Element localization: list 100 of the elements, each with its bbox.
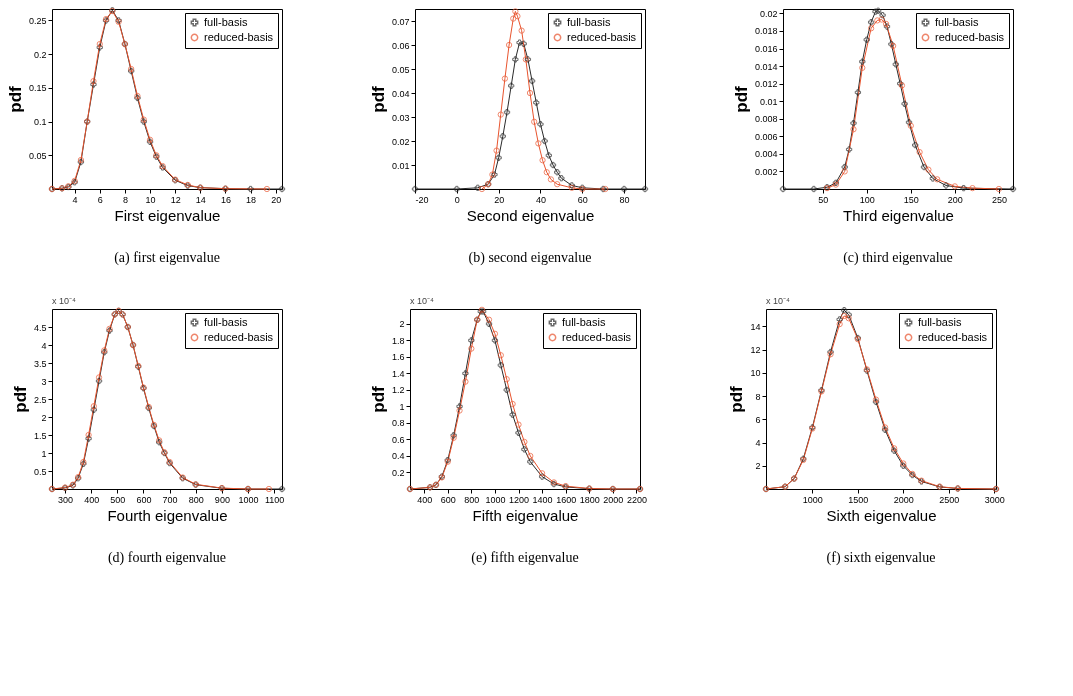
y-tick-label: 1.2 <box>391 385 405 396</box>
y-tick-label: 0.008 <box>754 114 778 125</box>
point <box>620 185 628 193</box>
y-tick-label: 0.016 <box>754 44 778 55</box>
y-tick-label: 6 <box>755 414 761 425</box>
point <box>539 157 546 164</box>
x-tick-label: 20 <box>494 194 505 205</box>
y-tick-label: 14 <box>750 321 761 332</box>
y-tick-label: 0.012 <box>754 79 778 90</box>
y-tick-label: 1 <box>41 448 47 459</box>
legend-label: full-basis <box>935 15 979 28</box>
x-tick-label: 150 <box>903 194 919 205</box>
point <box>497 362 504 369</box>
text: (c) third eigenvalue <box>843 250 953 266</box>
point <box>779 185 787 193</box>
point <box>95 374 103 381</box>
point <box>278 185 286 193</box>
point <box>505 41 513 49</box>
point <box>541 137 548 145</box>
point <box>549 161 557 169</box>
point <box>503 376 510 383</box>
y-tick-label: 2 <box>755 461 761 472</box>
y-tick-label: 0.2 <box>391 467 405 478</box>
point <box>545 152 552 159</box>
point <box>526 89 534 97</box>
point <box>841 168 848 175</box>
legend-label: full-basis <box>567 15 611 28</box>
y-tick-label: 0.25 <box>28 15 47 26</box>
text: x 10⁻⁴ <box>766 296 791 306</box>
x-tick-label: 40 <box>535 194 546 205</box>
y-tick-label: 0.02 <box>391 136 410 147</box>
legend-label: reduced-basis <box>204 330 274 343</box>
point <box>85 431 92 439</box>
point <box>836 316 843 323</box>
y-tick-label: 0.01 <box>759 96 778 107</box>
x-tick-label: 1600 <box>556 494 577 505</box>
y-tick-label: 0.5 <box>33 466 47 477</box>
point <box>810 185 817 193</box>
point <box>495 154 502 161</box>
y-tick-label: 3.5 <box>33 358 47 369</box>
point <box>468 337 475 344</box>
point <box>531 118 538 125</box>
point <box>892 61 899 68</box>
y-tick-label: 2 <box>399 319 405 330</box>
x-tick-label: 900 <box>214 494 230 505</box>
point <box>912 141 919 149</box>
point <box>503 109 511 116</box>
x-axis-title: First eigenvalue <box>114 206 221 224</box>
y-tick-label: 0.4 <box>391 451 405 462</box>
text: (b) second eigenvalue <box>468 250 592 266</box>
point <box>528 77 536 85</box>
y-tick-label: 0.018 <box>754 26 778 37</box>
point <box>278 485 286 493</box>
y-tick-label: 1.4 <box>391 368 405 379</box>
text: (d) fourth eigenvalue <box>107 550 227 566</box>
point <box>942 182 950 189</box>
y-tick-label: 0.05 <box>391 64 410 75</box>
legend-label: reduced-basis <box>935 30 1005 43</box>
point <box>96 44 103 51</box>
point <box>501 75 509 82</box>
y-tick-label: 0.06 <box>391 40 410 51</box>
x-axis-title: Fourth eigenvalue <box>107 506 228 524</box>
point <box>527 458 534 465</box>
point <box>514 13 521 20</box>
x-tick-label: 250 <box>991 194 1007 205</box>
y-tick-label: 1.5 <box>33 430 47 441</box>
point <box>901 100 908 107</box>
x-tick-label: 8 <box>122 194 128 205</box>
x-tick-label: 300 <box>58 494 74 505</box>
x-tick-label: 1400 <box>532 494 553 505</box>
y-axis-title: pdf <box>5 85 25 113</box>
point <box>960 184 967 192</box>
point <box>503 386 510 394</box>
legend-label: reduced-basis <box>204 30 274 43</box>
point <box>456 403 463 410</box>
point <box>969 184 976 192</box>
point <box>96 40 103 48</box>
point <box>497 352 504 359</box>
point <box>1009 185 1017 193</box>
point <box>850 120 857 127</box>
y-tick-label: 0.014 <box>754 61 778 72</box>
y-tick-label: 0.004 <box>754 149 778 160</box>
x-tick-label: 1500 <box>848 494 869 505</box>
x-axis-title: Fifth eigenvalue <box>472 506 579 524</box>
point <box>867 19 875 26</box>
point <box>520 40 527 47</box>
y-tick-label: 0.1 <box>33 117 47 128</box>
point <box>499 133 506 140</box>
x-tick-label: 800 <box>188 494 204 505</box>
point <box>485 316 493 323</box>
x-tick-label: 600 <box>440 494 456 505</box>
y-tick-label: 8 <box>755 391 761 402</box>
point <box>509 400 516 408</box>
text: (f) sixth eigenvalue <box>826 550 936 566</box>
point <box>535 140 542 147</box>
point <box>859 64 866 71</box>
x-tick-label: 500 <box>110 494 126 505</box>
x-tick-label: 20 <box>271 194 282 205</box>
y-tick-label: 0.01 <box>391 160 410 171</box>
point <box>508 82 515 89</box>
